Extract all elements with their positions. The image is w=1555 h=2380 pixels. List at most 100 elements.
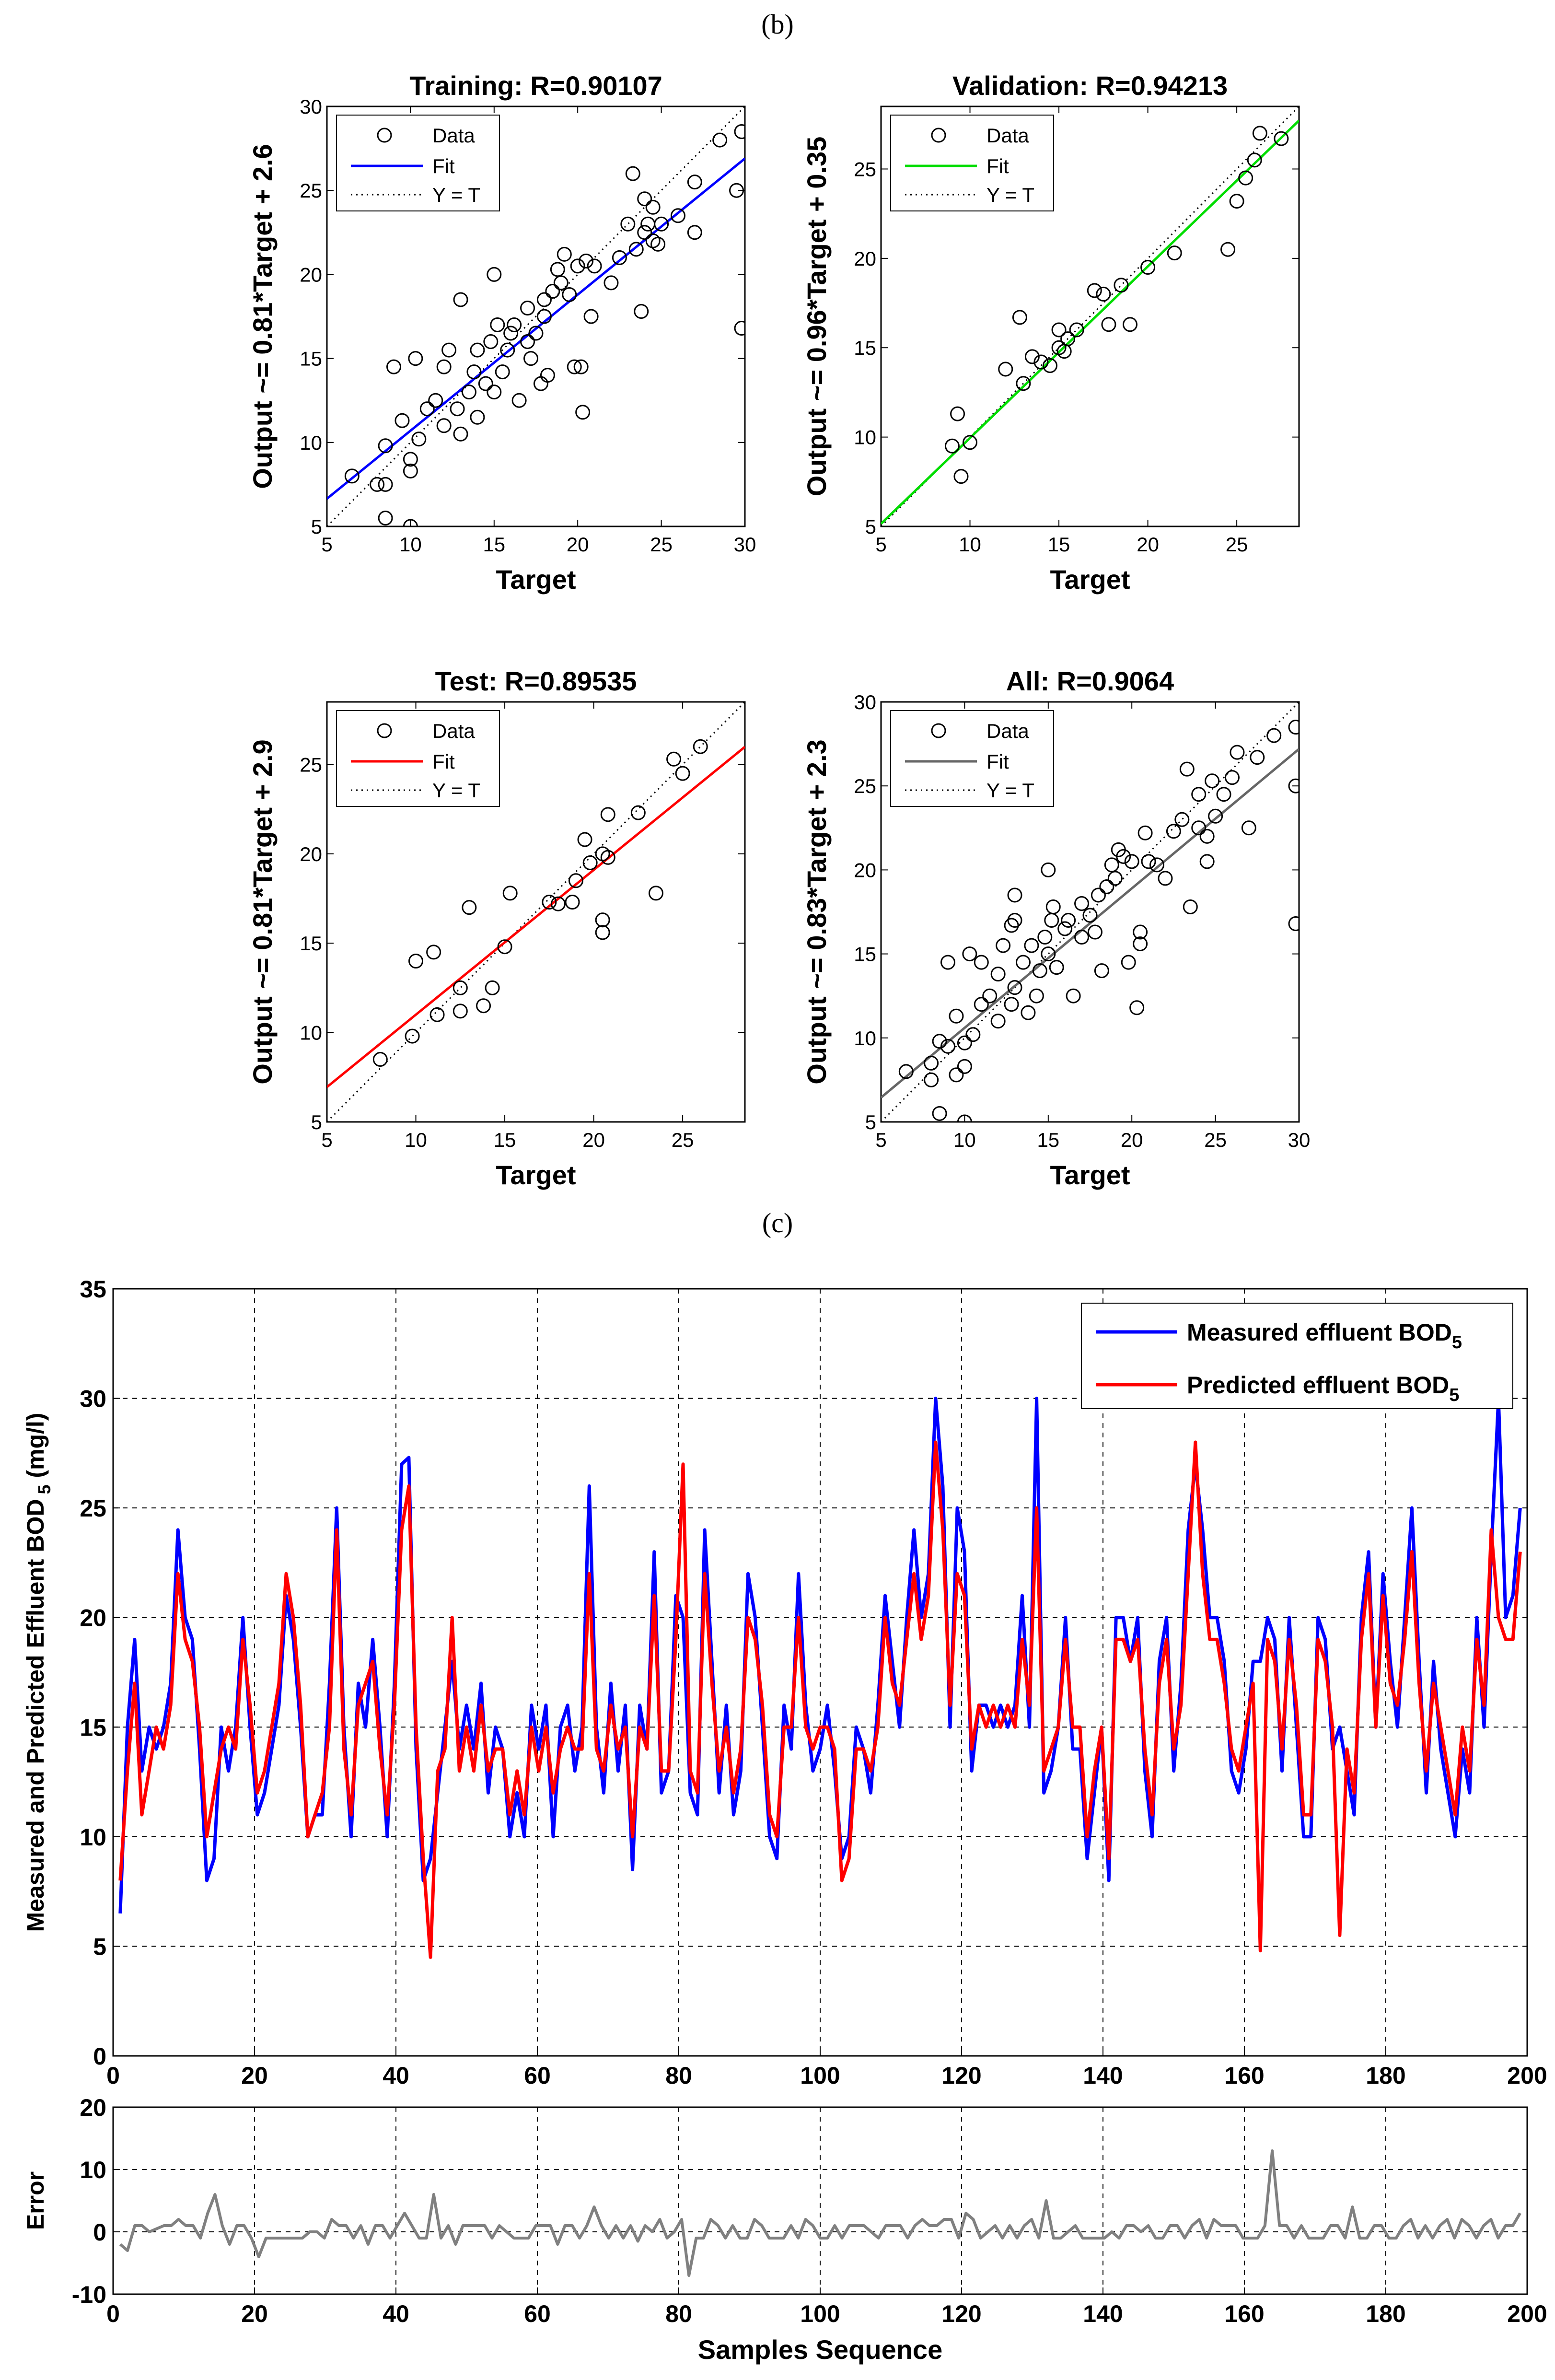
y-tick-label: 10 xyxy=(854,1027,876,1050)
data-point xyxy=(1074,930,1090,945)
y-tick-label: 35 xyxy=(80,1276,106,1303)
legend-label-identity: Y = T xyxy=(432,184,480,206)
data-point xyxy=(965,1027,981,1042)
data-point xyxy=(500,342,515,358)
x-axis-label: Target xyxy=(496,1160,576,1190)
plot-title: Validation: R=0.94213 xyxy=(952,70,1228,101)
x-tick-label: 5 xyxy=(875,1129,886,1151)
legend-label-data: Data xyxy=(986,124,1029,147)
y-tick-label: 0 xyxy=(93,2219,106,2246)
data-point xyxy=(734,124,745,140)
data-point xyxy=(612,250,627,265)
data-point xyxy=(453,980,468,995)
data-point xyxy=(1208,808,1223,824)
y-tick-label: 20 xyxy=(854,247,876,270)
x-tick-label: 10 xyxy=(959,533,981,556)
data-point xyxy=(953,469,969,484)
data-point xyxy=(528,326,544,341)
data-point xyxy=(645,199,661,215)
data-point xyxy=(1247,152,1262,168)
x-tick-label: 140 xyxy=(1083,2300,1123,2327)
identity-line xyxy=(327,702,745,1122)
x-tick-label: 5 xyxy=(875,533,886,556)
y-tick-label: 20 xyxy=(300,843,322,865)
data-point xyxy=(898,1064,914,1079)
data-point xyxy=(436,359,452,374)
legend-label-fit: Fit xyxy=(986,155,1009,177)
data-point xyxy=(1129,1000,1145,1015)
x-tick-label: 30 xyxy=(1288,1129,1311,1151)
plot-area xyxy=(881,702,1299,1137)
data-point xyxy=(579,253,594,268)
legend-box xyxy=(1081,1303,1513,1409)
data-point xyxy=(1037,930,1053,945)
data-point xyxy=(998,362,1013,377)
data-point xyxy=(419,401,435,417)
plot-frame xyxy=(112,2106,1528,2295)
legend-label-data: Data xyxy=(432,720,475,742)
x-axis-label: Target xyxy=(1050,564,1130,595)
data-point xyxy=(712,132,728,148)
x-tick-label: 180 xyxy=(1366,2300,1405,2327)
data-point xyxy=(470,409,485,425)
data-point xyxy=(1082,908,1098,923)
data-point xyxy=(1007,913,1022,928)
x-tick-label: 20 xyxy=(241,2062,268,2089)
data-point xyxy=(495,364,510,380)
data-point xyxy=(1041,862,1056,877)
data-point xyxy=(1288,916,1299,932)
data-point xyxy=(1191,820,1207,836)
data-point xyxy=(654,216,669,232)
y-axis-label: Output ~= 0.83*Target + 2.3 xyxy=(801,739,832,1084)
data-point xyxy=(648,886,663,901)
y-tick-label: 20 xyxy=(80,1605,106,1632)
y-tick-label: 5 xyxy=(865,515,876,538)
data-point xyxy=(687,175,702,190)
y-tick-label: 15 xyxy=(300,348,322,370)
legend-label-fit: Fit xyxy=(986,750,1009,773)
data-point xyxy=(567,359,582,374)
data-point xyxy=(428,393,443,408)
data-point xyxy=(520,334,535,350)
data-point xyxy=(1007,887,1022,903)
data-point xyxy=(950,406,965,421)
x-axis-label: Target xyxy=(1050,1160,1130,1190)
data-point xyxy=(1043,358,1058,373)
data-point xyxy=(974,955,989,970)
data-point xyxy=(932,1106,947,1121)
data-point xyxy=(378,510,393,525)
data-point xyxy=(545,283,560,299)
legend: Data Fit Y = T xyxy=(890,710,1054,807)
data-point xyxy=(1241,820,1256,836)
data-point xyxy=(568,873,583,888)
data-point xyxy=(453,426,468,442)
data-point xyxy=(630,805,646,820)
identity-line xyxy=(327,106,745,526)
data-point xyxy=(1012,310,1027,325)
data-point xyxy=(583,309,599,324)
plot-title: All: R=0.9064 xyxy=(1006,666,1174,696)
data-point xyxy=(734,321,745,336)
y-tick-label: 15 xyxy=(854,337,876,359)
x-tick-label: 120 xyxy=(941,2300,981,2327)
data-point xyxy=(637,191,652,207)
test-regression-plot: Test: R=0.89535 Target Output ~= 0.81*Targ… xyxy=(247,666,746,1190)
y-tick-label: 5 xyxy=(311,515,322,538)
x-tick-label: 20 xyxy=(1137,533,1159,556)
legend-label-identity: Y = T xyxy=(986,779,1034,802)
data-point xyxy=(1133,924,1148,940)
data-point xyxy=(1250,750,1265,765)
bod-timeseries-plot: 0 20 40 60 80 100 120 140 160 180 200 0 5 10 15 20 25 30 3… xyxy=(22,1276,1547,2089)
x-tick-label: 15 xyxy=(483,533,505,556)
x-tick-label: 10 xyxy=(405,1129,427,1151)
data-point xyxy=(1016,376,1031,391)
data-point xyxy=(405,1028,420,1044)
data-point xyxy=(1087,283,1102,298)
legend: Measured effluent BOD5 Predicted effluent… xyxy=(1081,1303,1513,1409)
x-tick-label: 100 xyxy=(800,2062,840,2089)
data-point xyxy=(1091,887,1106,903)
y-tick-label: 0 xyxy=(93,2043,106,2070)
data-point xyxy=(453,292,468,307)
data-point xyxy=(975,1124,988,1137)
